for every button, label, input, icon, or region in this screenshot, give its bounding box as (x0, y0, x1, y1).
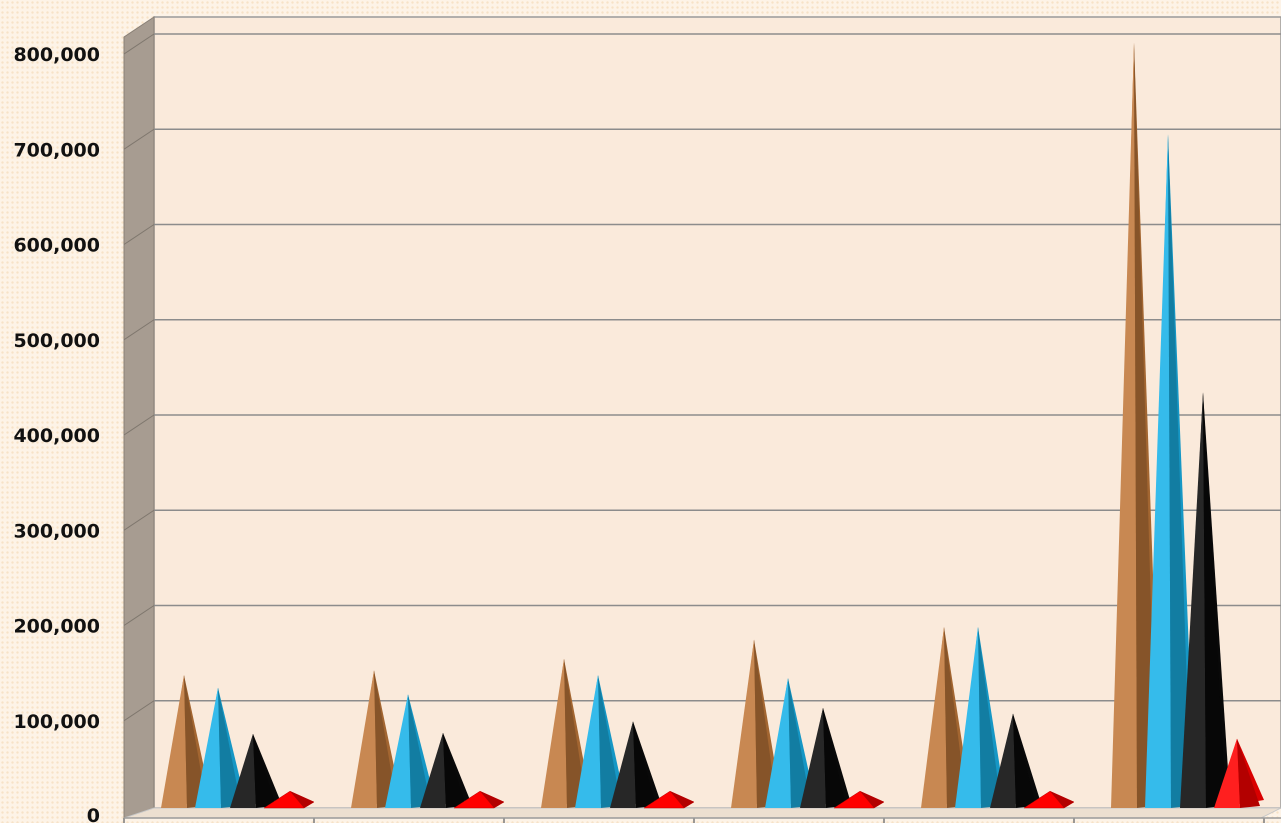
bar-pyramid (1180, 392, 1230, 808)
bar-pyramid (800, 707, 850, 808)
y-tick-label: 500,000 (13, 330, 100, 352)
bar-pyramid (955, 627, 1005, 808)
bar-pyramid (1111, 42, 1161, 808)
bar-pyramid (833, 790, 885, 809)
gridline-side (123, 605, 155, 626)
gridline-side (123, 414, 155, 436)
y-tick-label: 100,000 (13, 711, 100, 733)
bar-pyramid (575, 675, 625, 808)
gridline-side (123, 509, 155, 531)
bar-pyramid (453, 790, 505, 809)
back-wall (153, 16, 1281, 809)
floor (123, 807, 1281, 819)
bar-pyramid (610, 721, 660, 808)
y-tick-label: 700,000 (13, 139, 100, 161)
gridline-side (123, 33, 155, 55)
chart-walls (123, 16, 1281, 819)
bar-pyramid (161, 675, 211, 808)
bar-pyramid (385, 694, 435, 808)
gridlines (123, 33, 1281, 722)
bar-pyramid (643, 790, 695, 809)
bar-pyramid (1023, 790, 1075, 809)
y-tick-label: 600,000 (13, 235, 100, 257)
y-axis: 0 100,000 200,000 300,000 400,000 500,000 600,… (13, 44, 1281, 823)
bar-pyramid (263, 790, 315, 809)
bar-pyramid (420, 732, 470, 808)
bar-pyramid (1214, 738, 1264, 808)
gridline-side (123, 128, 155, 150)
bar-pyramid (765, 678, 815, 808)
bar-pyramid (230, 733, 280, 808)
bar-pyramid (541, 658, 591, 808)
gridline-side (123, 700, 155, 722)
gridline-side (123, 224, 155, 245)
bar-pyramid (731, 639, 781, 808)
gridline-side (123, 319, 155, 341)
bar-pyramid (1145, 134, 1195, 808)
y-tick-label: 0 (87, 805, 100, 823)
y-tick-label: 800,000 (13, 44, 100, 66)
bar-pyramid (195, 687, 245, 808)
y-tick-label: 200,000 (13, 616, 100, 638)
y-tick-label: 300,000 (13, 520, 100, 542)
bar-pyramid (351, 670, 401, 808)
y-tick-label: 400,000 (13, 425, 100, 447)
bar-pyramid (990, 713, 1040, 808)
chart-marks (161, 42, 1264, 809)
